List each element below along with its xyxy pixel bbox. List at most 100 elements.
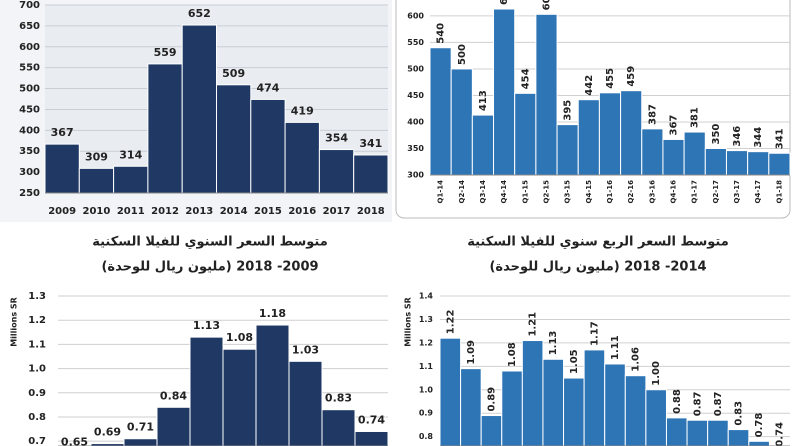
bar [542, 358, 565, 446]
x-tick-label: Q2-16 [627, 180, 635, 204]
bar [577, 99, 600, 176]
value-label: 454 [520, 68, 531, 89]
bar [288, 360, 323, 446]
x-tick-label: 2011 [117, 206, 145, 217]
value-label: 346 [732, 126, 743, 147]
bar [439, 337, 462, 446]
y-tick-label: 650 [19, 21, 40, 32]
value-label: 603 [541, 0, 552, 10]
value-label: 0.78 [754, 413, 765, 438]
x-tick-label: 2009 [48, 206, 76, 217]
y-tick-label: 0.7 [28, 436, 46, 446]
x-tick-label: Q4-17 [754, 180, 762, 204]
value-label: 1.21 [528, 312, 539, 337]
bar [471, 114, 495, 176]
y-tick-label: 550 [407, 38, 424, 47]
y-tick-label: 1.0 [419, 385, 434, 394]
y-tick-label: 1.1 [28, 339, 46, 350]
y-tick-label: 0.9 [419, 409, 434, 418]
value-label: 395 [563, 100, 574, 121]
value-label: 1.00 [651, 361, 662, 386]
value-label: 0.83 [325, 392, 352, 405]
y-tick-label: 1.2 [419, 338, 433, 347]
bar [318, 149, 355, 194]
bar [216, 84, 252, 194]
chart-panel: 0.8 0.9 1.0 1.1 1.2 1.3 1.4 1.22 1.09 0.89 1.08 1.2… [404, 235, 791, 446]
x-tick-label: Q1-14 [437, 180, 445, 204]
y-tick-label: 0.9 [28, 388, 46, 399]
value-label: 474 [256, 81, 279, 94]
x-tick-label: Q3-14 [479, 180, 487, 204]
bar [707, 419, 729, 446]
x-tick-label: 2010 [83, 206, 111, 217]
x-tick-label: Q1-18 [775, 180, 783, 204]
value-label: 0.74 [358, 413, 385, 426]
value-label: 0.87 [692, 392, 703, 417]
value-label: 367 [51, 126, 74, 139]
y-tick-label: 600 [19, 42, 40, 53]
y-tick-label: 400 [19, 125, 40, 136]
chart-panel: 300 350 400 450 500 550 600 540 Q1-14 500 Q2-14 413… [395, 0, 791, 219]
value-label: 341 [359, 137, 382, 150]
chart-title: متوسط السعر السنوي للفيلا السكنية [92, 235, 328, 250]
y-tick-label: 550 [19, 63, 40, 74]
x-tick-label: Q2-17 [712, 180, 720, 204]
bar [354, 430, 389, 446]
bar [604, 363, 626, 446]
y-tick-label: 1.3 [419, 315, 433, 324]
bar [181, 24, 217, 194]
chart-panel: 250 300 350 400 450 500 550 600 650 700 367 2009 309… [0, 0, 392, 222]
value-label: 0.89 [486, 387, 497, 412]
x-tick-label: 2014 [220, 206, 248, 217]
bar [460, 368, 482, 446]
bar [686, 419, 709, 446]
value-label: 0.87 [713, 392, 724, 417]
y-tick-label: 400 [407, 117, 424, 126]
y-tick-label: 250 [19, 188, 40, 199]
y-tick-label: 1.3 [28, 291, 46, 302]
bar [521, 340, 544, 446]
x-tick-label: Q4-16 [670, 180, 678, 204]
y-tick-label: 450 [407, 91, 424, 100]
x-tick-label: Q3-16 [648, 180, 656, 204]
bar [598, 92, 622, 176]
x-tick-label: Q3-15 [564, 180, 572, 204]
bar [123, 438, 158, 446]
value-label: 387 [647, 104, 658, 125]
bar [222, 348, 257, 446]
y-tick-label: 1.1 [419, 362, 434, 371]
value-label: 0.74 [775, 422, 786, 446]
value-label: 1.13 [548, 331, 559, 356]
x-tick-label: 2018 [357, 206, 385, 217]
bar [429, 47, 452, 176]
value-label: 367 [669, 115, 680, 136]
bar [535, 13, 558, 176]
bar [501, 370, 523, 446]
value-label: 314 [119, 148, 142, 161]
y-tick-label: 300 [407, 171, 424, 180]
value-label: 344 [753, 127, 764, 148]
value-label: 1.13 [193, 319, 220, 332]
value-label: 0.69 [94, 426, 121, 439]
value-label: 1.09 [466, 340, 477, 365]
bar [321, 409, 356, 446]
value-label: 1.03 [292, 343, 319, 356]
bar [480, 415, 503, 446]
bar [556, 124, 579, 176]
value-label: 559 [154, 46, 177, 59]
value-label: 1.22 [445, 309, 456, 334]
value-label: 0.71 [127, 421, 154, 434]
value-label: 500 [457, 44, 468, 65]
value-label: 613 [499, 0, 510, 5]
value-label: 540 [436, 23, 447, 44]
value-label: 341 [774, 128, 785, 149]
value-label: 1.05 [569, 349, 580, 374]
y-tick-label: 350 [407, 144, 424, 153]
value-label: 459 [626, 66, 637, 87]
x-tick-label: Q4-14 [500, 180, 508, 204]
y-tick-label: 700 [19, 0, 40, 11]
value-label: 0.84 [160, 389, 187, 402]
x-tick-label: 2015 [254, 206, 282, 217]
y-axis-label: Millions SR [404, 297, 413, 347]
